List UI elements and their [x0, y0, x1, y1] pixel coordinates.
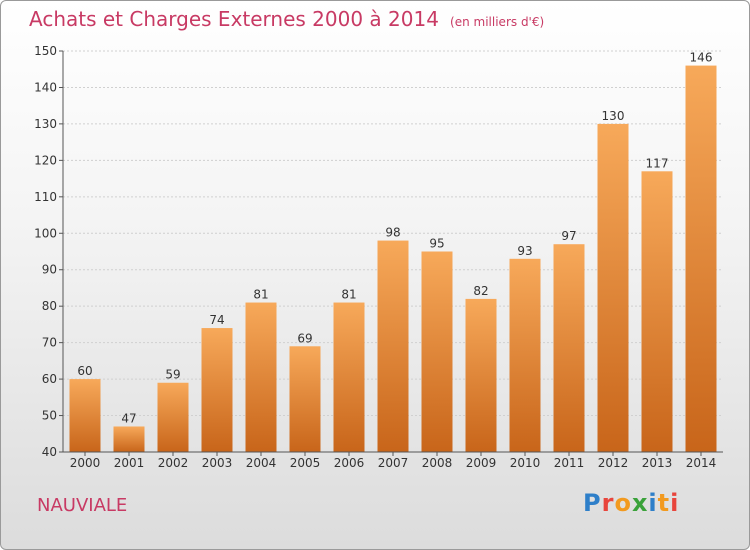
bar [641, 171, 673, 453]
x-tick-label: 2008 [422, 456, 453, 470]
bar [597, 123, 629, 452]
data-label: 59 [165, 368, 180, 382]
bar [201, 328, 233, 452]
data-label: 95 [429, 237, 444, 251]
y-tick-label: 120 [34, 153, 57, 167]
x-tick-label: 2007 [378, 456, 409, 470]
x-tick-label: 2000 [70, 456, 101, 470]
proxiti-logo[interactable]: Proxiti [583, 489, 679, 517]
data-label: 47 [121, 411, 136, 425]
bar [245, 302, 277, 452]
data-label: 130 [602, 109, 625, 123]
y-tick-label: 90 [42, 263, 57, 277]
x-tick-label: 2002 [158, 456, 189, 470]
y-tick-label: 40 [42, 445, 57, 459]
bar [333, 302, 365, 452]
data-label: 93 [517, 244, 532, 258]
x-tick-label: 2011 [554, 456, 585, 470]
data-label: 82 [473, 284, 488, 298]
logo-letter: t [657, 489, 671, 517]
y-tick-label: 70 [42, 336, 57, 350]
x-tick-label: 2010 [510, 456, 541, 470]
chart-title: Achats et Charges Externes 2000 à 2014 (… [29, 7, 544, 31]
x-tick-label: 2003 [202, 456, 233, 470]
bar [421, 251, 453, 452]
x-tick-label: 2009 [466, 456, 497, 470]
y-tick-label: 130 [34, 117, 57, 131]
logo-letter: x [631, 489, 649, 517]
x-tick-label: 2005 [290, 456, 321, 470]
commune-name: NAUVIALE [37, 495, 128, 516]
bar [465, 298, 497, 452]
x-tick-label: 2001 [114, 456, 145, 470]
title-text: Achats et Charges Externes 2000 à 2014 [29, 7, 439, 31]
y-tick-label: 110 [34, 190, 57, 204]
bar [377, 240, 409, 452]
data-label: 117 [646, 156, 669, 170]
data-label: 74 [209, 313, 224, 327]
logo-letter: r [601, 489, 615, 517]
x-tick-label: 2004 [246, 456, 277, 470]
x-tick-label: 2013 [642, 456, 673, 470]
y-tick-label: 140 [34, 80, 57, 94]
y-tick-label: 100 [34, 226, 57, 240]
logo-letter: i [670, 489, 680, 517]
x-tick-label: 2006 [334, 456, 365, 470]
y-tick-label: 150 [34, 44, 57, 58]
bar [289, 346, 321, 452]
data-label: 81 [253, 288, 268, 302]
bar [685, 65, 717, 452]
data-label: 146 [690, 51, 713, 65]
logo-letter: P [583, 489, 602, 517]
data-label: 98 [385, 226, 400, 240]
unit-note: (en milliers d'€) [450, 15, 545, 29]
x-tick-label: 2014 [686, 456, 717, 470]
data-label: 81 [341, 288, 356, 302]
bar [553, 244, 585, 452]
y-tick-label: 60 [42, 372, 57, 386]
logo-letter: o [614, 489, 632, 517]
data-label: 97 [561, 229, 576, 243]
bar [157, 382, 189, 452]
logo-letter: i [648, 489, 658, 517]
y-tick-label: 80 [42, 299, 57, 313]
data-label: 60 [77, 364, 92, 378]
bar [509, 258, 541, 452]
y-tick-label: 50 [42, 409, 57, 423]
bar [69, 379, 101, 452]
bar [113, 426, 145, 452]
data-label: 69 [297, 331, 312, 345]
x-tick-label: 2012 [598, 456, 629, 470]
